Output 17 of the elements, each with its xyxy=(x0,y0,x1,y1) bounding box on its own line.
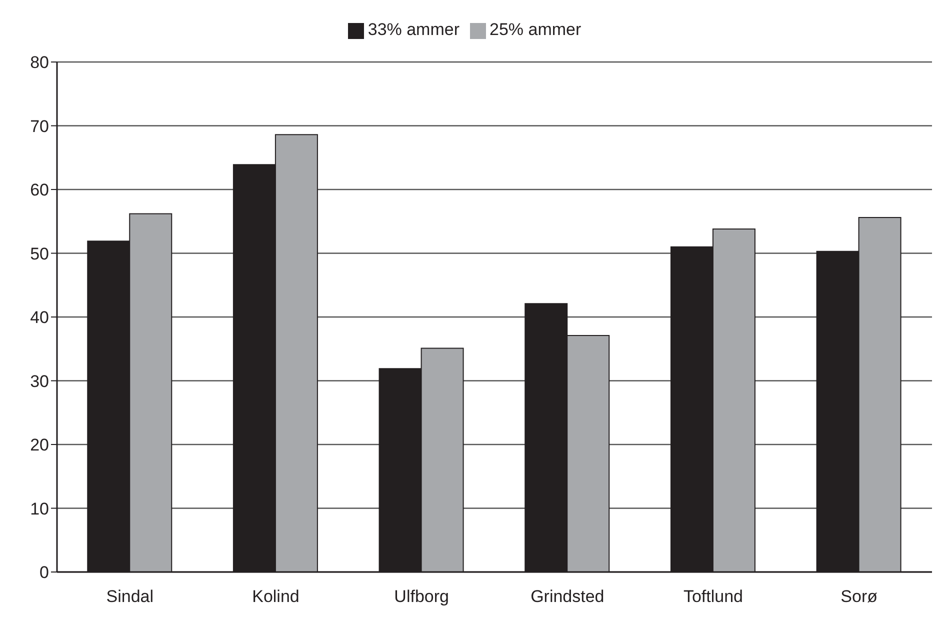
y-tick-label: 70 xyxy=(30,116,49,136)
x-tick-label: Ulfborg xyxy=(394,587,449,606)
y-tick-label: 80 xyxy=(30,53,49,72)
x-tick-label: Sorø xyxy=(840,587,878,606)
legend-label: 25% ammer xyxy=(490,20,582,39)
x-tick-label: Toftlund xyxy=(683,587,744,606)
y-tick-label: 10 xyxy=(30,499,49,518)
x-tick-label: Kolind xyxy=(252,587,300,606)
legend-label: 33% ammer xyxy=(368,20,460,39)
y-tick-label: 0 xyxy=(40,563,49,582)
y-tick-label: 50 xyxy=(30,244,49,264)
y-tick-label: 30 xyxy=(30,372,49,391)
x-tick-label: Grindsted xyxy=(530,587,604,606)
y-tick-label: 20 xyxy=(30,436,49,455)
y-tick-label: 40 xyxy=(30,308,49,328)
y-tick-label: 60 xyxy=(30,180,49,200)
x-tick-label: Sindal xyxy=(106,587,154,606)
